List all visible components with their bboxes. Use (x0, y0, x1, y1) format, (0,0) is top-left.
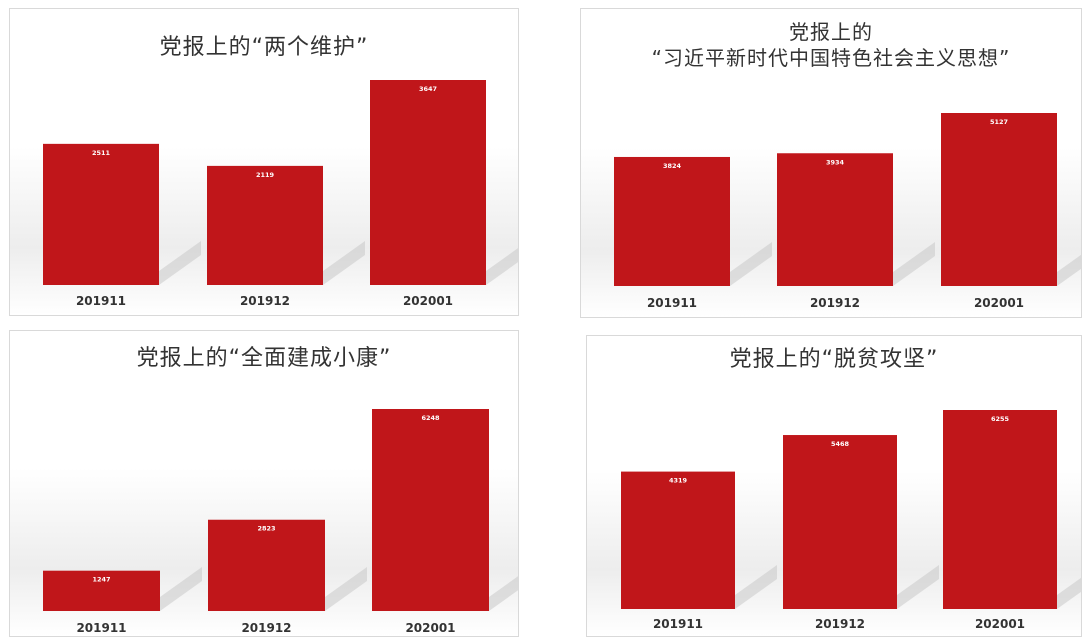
bar-shadow (730, 242, 772, 286)
data-label: 4319 (669, 477, 688, 485)
data-label: 3647 (419, 85, 437, 93)
bar-shadow (323, 241, 365, 285)
bar-202001 (941, 113, 1057, 286)
chart-title: 党报上的 “习近平新时代中国特色社会主义思想” (581, 19, 1081, 71)
data-label: 2511 (92, 149, 111, 157)
bar-201912 (207, 165, 323, 285)
bar-202001 (372, 409, 489, 611)
bar-shadow (1057, 577, 1081, 609)
bar-201911 (614, 156, 730, 286)
bar-201912 (208, 519, 325, 611)
bar-shadow (1057, 254, 1081, 286)
bar-201912 (777, 153, 893, 286)
x-tick-label: 202001 (974, 296, 1024, 310)
bar-201912 (783, 435, 897, 609)
x-tick-label: 201911 (647, 296, 697, 310)
data-label: 3824 (663, 162, 682, 170)
chart-title-text: 党报上的“脱贫攻坚” (729, 347, 939, 372)
chart-panel-poverty-alleviation: 党报上的“脱贫攻坚” 4319 201911 5468 201912 6255 20200… (586, 335, 1082, 637)
bar-shadow (325, 567, 367, 611)
chart-panel-two-safeguards: 党报上的“两个维护” 2511 201911 2119 201912 3647 20200… (9, 8, 519, 316)
data-label: 3934 (826, 158, 845, 166)
data-label: 5127 (990, 118, 1008, 126)
bar-shadow (160, 567, 202, 611)
bar-shadow (486, 248, 518, 285)
bar-202001 (943, 410, 1057, 609)
data-label: 2119 (256, 171, 275, 179)
x-tick-label: 202001 (405, 621, 455, 635)
chart-plot: 1247 201911 2823 201912 6248 202001 (43, 409, 518, 635)
x-tick-label: 201911 (76, 621, 126, 635)
x-tick-label: 201911 (76, 294, 126, 308)
x-tick-label: 201911 (653, 617, 703, 631)
x-tick-label: 201912 (815, 617, 865, 631)
bar-202001 (370, 80, 486, 285)
chart-title: 党报上的“两个维护” (10, 34, 518, 62)
chart-title-text: 党报上的“两个维护” (159, 35, 369, 60)
bar-shadow (897, 565, 939, 609)
x-tick-label: 201912 (810, 296, 860, 310)
x-tick-label: 201912 (240, 294, 290, 308)
chart-subtitle-text: “习近平新时代中国特色社会主义思想” (651, 46, 1011, 70)
chart-plot: 3824 201911 3934 201912 5127 202001 (614, 113, 1081, 310)
x-tick-label: 202001 (403, 294, 453, 308)
bar-shadow (893, 242, 935, 286)
data-label: 2823 (257, 525, 275, 533)
bar-shadow (489, 576, 518, 611)
x-tick-label: 201912 (241, 621, 291, 635)
chart-title-text: 党报上的 (789, 20, 873, 44)
bar-201911 (43, 570, 160, 611)
data-label: 5468 (831, 440, 850, 448)
data-label: 6248 (421, 414, 440, 422)
x-tick-label: 202001 (975, 617, 1025, 631)
chart-panel-xi-thought: 党报上的 “习近平新时代中国特色社会主义思想” 3824 201911 3934 20… (580, 8, 1082, 318)
chart-title: 党报上的“脱贫攻坚” (587, 346, 1081, 374)
chart-plot: 2511 201911 2119 201912 3647 202001 (43, 80, 518, 308)
data-label: 1247 (92, 576, 110, 584)
chart-plot: 4319 201911 5468 201912 6255 202001 (621, 410, 1081, 631)
chart-title-text: 党报上的“全面建成小康” (136, 346, 392, 371)
bar-shadow (159, 241, 201, 285)
chart-title: 党报上的“全面建成小康” (10, 345, 518, 373)
bar-201911 (43, 143, 159, 285)
bar-201911 (621, 471, 735, 609)
bar-shadow (735, 565, 777, 609)
data-label: 6255 (991, 415, 1010, 423)
chart-panel-moderately-prosperous: 党报上的“全面建成小康” 1247 201911 2823 201912 6248 202… (9, 330, 519, 637)
